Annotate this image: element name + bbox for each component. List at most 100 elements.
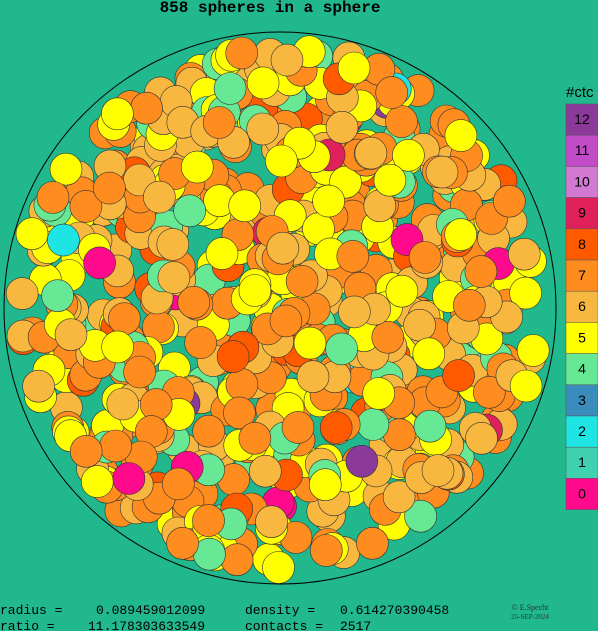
sphere bbox=[143, 180, 176, 214]
sphere bbox=[81, 465, 114, 498]
title: 858 spheres in a sphere bbox=[160, 0, 381, 17]
sphere bbox=[238, 421, 272, 455]
sphere bbox=[99, 429, 132, 463]
sphere bbox=[93, 171, 126, 205]
sphere bbox=[184, 326, 217, 359]
label: radius = bbox=[0, 603, 63, 618]
sphere bbox=[382, 480, 416, 514]
legend-label: 6 bbox=[578, 298, 586, 314]
sphere bbox=[293, 326, 327, 360]
legend-swatch bbox=[565, 103, 598, 136]
sphere bbox=[166, 526, 199, 560]
legend-swatch bbox=[565, 290, 598, 323]
legend-swatch bbox=[565, 446, 598, 479]
sphere bbox=[220, 543, 254, 577]
sphere bbox=[425, 155, 459, 189]
legend-label: 0 bbox=[578, 485, 586, 501]
sphere bbox=[413, 409, 447, 443]
sphere bbox=[516, 334, 550, 367]
legend-label: 7 bbox=[578, 267, 586, 283]
sphere bbox=[362, 377, 396, 410]
sphere bbox=[157, 261, 191, 294]
legend-swatch bbox=[565, 166, 598, 198]
sphere bbox=[262, 551, 295, 584]
label: ratio = bbox=[0, 619, 55, 631]
legend-label: 8 bbox=[578, 236, 586, 252]
legend-label: 3 bbox=[578, 392, 586, 408]
legend-swatch bbox=[565, 415, 598, 448]
sphere bbox=[5, 277, 39, 310]
sphere bbox=[213, 72, 247, 105]
sphere bbox=[225, 36, 258, 70]
sphere bbox=[205, 237, 239, 270]
sphere bbox=[54, 318, 88, 352]
sphere bbox=[375, 76, 409, 109]
label: contacts = bbox=[245, 619, 323, 631]
sphere bbox=[106, 387, 140, 421]
sphere bbox=[464, 255, 498, 288]
sphere bbox=[265, 144, 298, 178]
sphere bbox=[177, 285, 211, 319]
credit: © E.Specht bbox=[512, 603, 550, 612]
sphere bbox=[325, 332, 358, 366]
sphere bbox=[338, 295, 371, 329]
sphere bbox=[336, 240, 370, 273]
sphere bbox=[281, 411, 315, 444]
credit-date: 25-SEP-2024 bbox=[511, 613, 549, 621]
sphere bbox=[371, 320, 405, 354]
value: 2517 bbox=[340, 619, 371, 631]
legend-title: #ctc bbox=[566, 84, 594, 101]
sphere bbox=[22, 369, 55, 403]
sphere bbox=[373, 163, 407, 197]
value: 11.178303633549 bbox=[88, 619, 205, 631]
sphere bbox=[509, 276, 542, 310]
legend-swatch bbox=[565, 478, 598, 510]
sphere bbox=[15, 217, 49, 250]
legend-label: 12 bbox=[574, 111, 590, 127]
sphere bbox=[108, 302, 141, 336]
sphere bbox=[41, 279, 74, 313]
sphere bbox=[101, 330, 134, 364]
sphere bbox=[356, 408, 390, 441]
sphere bbox=[444, 119, 478, 152]
sphere bbox=[385, 274, 419, 308]
sphere bbox=[269, 304, 303, 338]
sphere bbox=[442, 359, 475, 392]
sphere bbox=[181, 150, 214, 184]
container bbox=[3, 31, 557, 585]
sphere bbox=[101, 97, 134, 131]
sphere bbox=[130, 91, 163, 125]
label: density = bbox=[245, 603, 315, 618]
value: 0.614270390458 bbox=[340, 603, 449, 618]
sphere bbox=[47, 223, 80, 257]
sphere bbox=[309, 534, 343, 567]
legend-label: 1 bbox=[578, 454, 586, 470]
legend-label: 11 bbox=[575, 142, 590, 158]
sphere bbox=[312, 184, 345, 218]
sphere bbox=[270, 43, 304, 77]
sphere-packing bbox=[3, 31, 557, 585]
sphere bbox=[192, 504, 225, 537]
sphere bbox=[266, 231, 300, 265]
sphere bbox=[69, 434, 103, 468]
legend-label: 2 bbox=[578, 423, 586, 439]
sphere bbox=[223, 396, 256, 430]
sphere bbox=[404, 499, 437, 533]
sphere bbox=[162, 467, 195, 501]
value: 0.089459012099 bbox=[96, 603, 205, 618]
legend-swatch bbox=[565, 197, 598, 230]
sphere bbox=[509, 369, 543, 403]
legend-swatch bbox=[565, 384, 598, 417]
sphere bbox=[83, 246, 116, 280]
sphere bbox=[246, 112, 280, 146]
legend-label: 10 bbox=[574, 173, 590, 189]
sphere bbox=[325, 111, 359, 144]
sphere bbox=[285, 264, 319, 298]
legend-label: 9 bbox=[578, 205, 586, 221]
sphere bbox=[255, 505, 288, 539]
sphere bbox=[507, 237, 541, 271]
legend-swatch bbox=[565, 322, 598, 354]
